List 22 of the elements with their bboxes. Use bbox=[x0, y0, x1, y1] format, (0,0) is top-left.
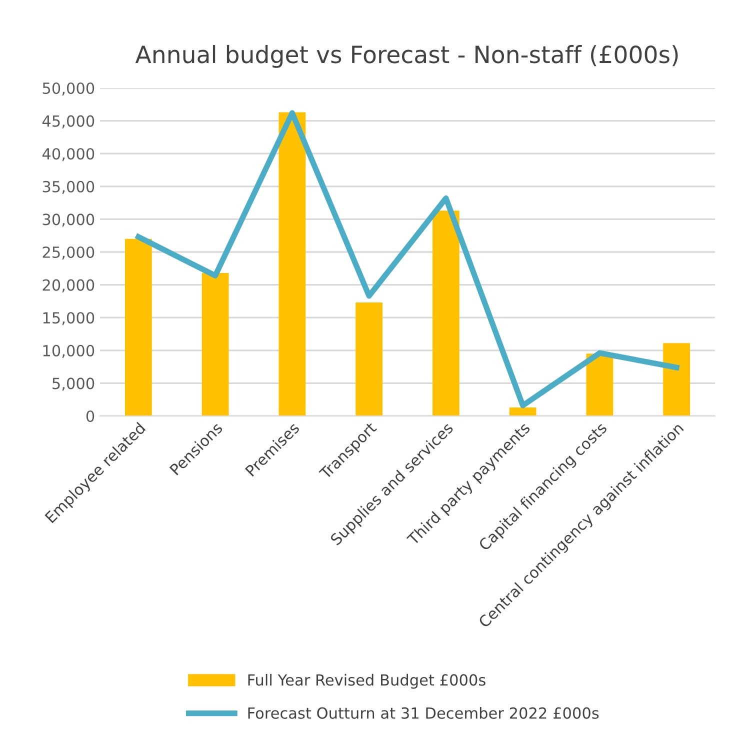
y-tick-label: 0 bbox=[86, 410, 94, 422]
y-tick-label: 5,000 bbox=[52, 378, 94, 391]
y-tick-label: 50,000 bbox=[42, 82, 94, 96]
bar bbox=[663, 343, 690, 416]
y-tick-label: 10,000 bbox=[43, 344, 94, 358]
y-tick-label: 30,000 bbox=[42, 214, 94, 227]
y-tick-label: 25,000 bbox=[42, 246, 94, 260]
y-tick-label: 20,000 bbox=[42, 279, 94, 292]
bar bbox=[278, 112, 306, 416]
bar bbox=[509, 407, 536, 416]
y-tick-label: 40,000 bbox=[42, 148, 94, 162]
bar bbox=[586, 354, 614, 416]
bar bbox=[432, 210, 460, 416]
y-tick-label: 35,000 bbox=[42, 180, 94, 194]
y-tick-label: 15,000 bbox=[43, 312, 94, 326]
legend-label: Full Year Revised Budget £000s bbox=[248, 674, 486, 689]
bar bbox=[124, 238, 152, 416]
bar bbox=[356, 302, 383, 416]
chart-title: Annual budget vs Forecast - Non-staff (£000s) bbox=[135, 45, 678, 68]
legend-label: Forecast Outturn at 31 December 2022 £000s bbox=[248, 707, 599, 719]
y-tick-label: 45,000 bbox=[42, 115, 94, 128]
bar bbox=[202, 272, 229, 416]
